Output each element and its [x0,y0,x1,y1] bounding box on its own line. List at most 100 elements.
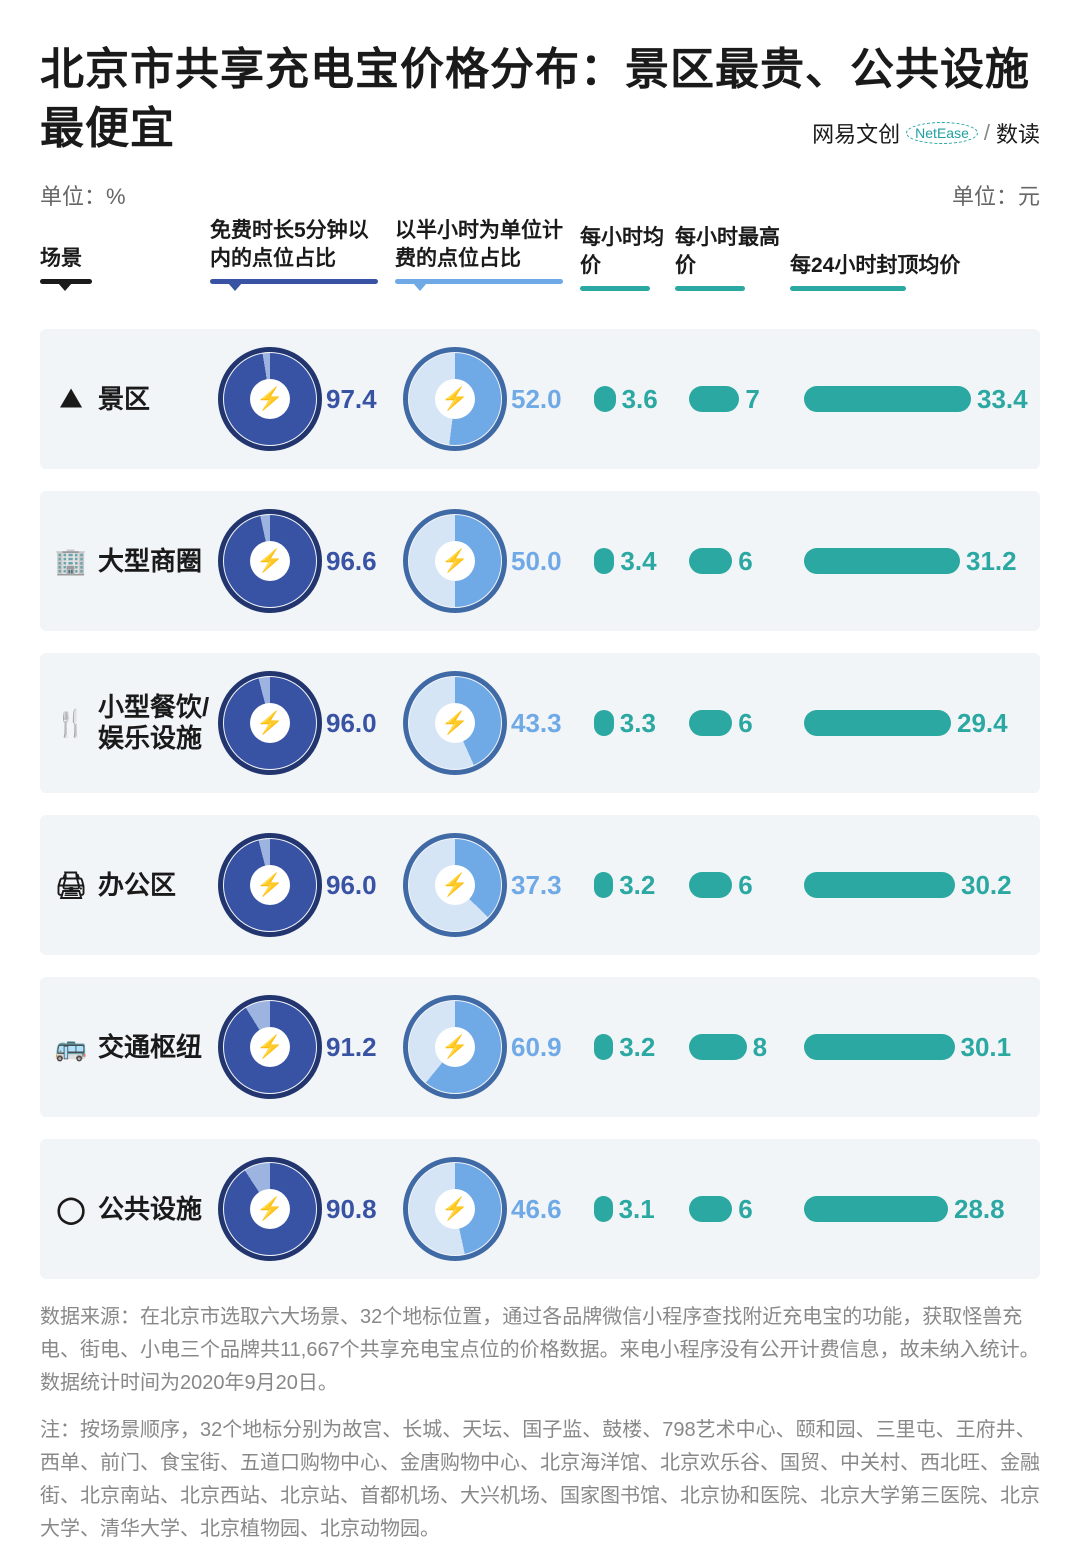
avg-value: 3.6 [622,384,658,415]
bar-track [594,872,613,898]
pie2-value: 52.0 [511,384,562,415]
pie-donut: ⚡ [409,839,501,931]
cap-cell: 30.1 [804,1032,1054,1063]
bar-track [804,1196,948,1222]
scene-icon: 🖨 [54,868,88,902]
scene-cell: 🏢 大型商圈 [54,544,224,578]
brand-row: 网易文创 NetEase / 数读 [40,117,1040,149]
pie-donut: ⚡ [409,1001,501,1093]
scene-icon: 🏢 [54,544,88,578]
scene-label: 公共设施 [98,1194,202,1225]
header-scene-label: 场景 [40,245,210,273]
brand-sep: / [984,120,990,146]
bar-track [594,710,614,736]
pie-donut: ⚡ [224,1001,316,1093]
max-value: 7 [745,384,759,415]
header-max: 每小时最高价 [675,224,790,300]
avg-value: 3.2 [619,870,655,901]
cap-value: 31.2 [966,546,1017,577]
header-cap-label: 每24小时封顶均价 [790,252,1040,280]
pie-donut: ⚡ [224,839,316,931]
pie2-cell: ⚡ 37.3 [409,839,594,931]
pie1-cell: ⚡ 96.0 [224,839,409,931]
bar-track [594,1034,613,1060]
header-cap: 每24小时封顶均价 [790,252,1040,299]
pie1-value: 96.6 [326,546,377,577]
pie2-cell: ⚡ 50.0 [409,515,594,607]
avg-cell: 3.2 [594,1032,689,1063]
bar-track [804,386,971,412]
header-avg-label: 每小时均 价 [580,224,675,281]
avg-value: 3.4 [620,546,656,577]
header-row: 场景 免费时长5分钟以内的点位占比 以半小时为单位计费的点位占比 每小时均 价 … [40,217,1040,300]
pie1-cell: ⚡ 91.2 [224,1001,409,1093]
footer-note: 注：按场景顺序，32个地标分别为故宫、长城、天坛、国子监、鼓楼、798艺术中心、… [40,1414,1040,1546]
max-value: 8 [753,1032,767,1063]
cap-cell: 28.8 [804,1194,1054,1225]
avg-cell: 3.1 [594,1194,689,1225]
cap-value: 33.4 [977,384,1028,415]
pie1-cell: ⚡ 96.6 [224,515,409,607]
pie-donut: ⚡ [409,677,501,769]
pie-donut: ⚡ [224,1163,316,1255]
bar-track [689,872,732,898]
pie1-cell: ⚡ 96.0 [224,677,409,769]
pie1-cell: ⚡ 90.8 [224,1163,409,1255]
unit-right: 单位：元 [952,179,1040,211]
header-max-label: 每小时最高价 [675,224,790,281]
bar-track [689,1034,747,1060]
scene-cell: 🖨 办公区 [54,868,224,902]
data-row: ⛰ 景区 ⚡ 97.4 ⚡ 52.0 3.6 7 [40,329,1040,469]
bar-track [804,872,955,898]
max-cell: 6 [689,546,804,577]
scene-cell: 🍴 小型餐饮/娱乐设施 [54,692,224,754]
pie-donut: ⚡ [409,515,501,607]
bar-track [804,1034,955,1060]
pie-donut: ⚡ [224,353,316,445]
bar-track [594,548,614,574]
rows-container: ⛰ 景区 ⚡ 97.4 ⚡ 52.0 3.6 7 [40,329,1040,1279]
max-value: 6 [738,870,752,901]
bar-track [594,1196,613,1222]
header-pie1-label: 免费时长5分钟以内的点位占比 [210,217,380,274]
max-cell: 6 [689,1194,804,1225]
avg-cell: 3.6 [594,384,689,415]
pie2-cell: ⚡ 46.6 [409,1163,594,1255]
scene-label: 交通枢纽 [98,1032,202,1063]
cap-cell: 33.4 [804,384,1054,415]
pie2-value: 50.0 [511,546,562,577]
max-cell: 8 [689,1032,804,1063]
pie1-cell: ⚡ 97.4 [224,353,409,445]
pie1-value: 97.4 [326,384,377,415]
scene-label: 办公区 [98,870,176,901]
scene-icon: 🚌 [54,1030,88,1064]
pie-donut: ⚡ [409,353,501,445]
avg-cell: 3.2 [594,870,689,901]
header-scene: 场景 [40,245,210,299]
max-value: 6 [738,546,752,577]
data-row: 🍴 小型餐饮/娱乐设施 ⚡ 96.0 ⚡ 43.3 3.3 6 [40,653,1040,793]
scene-cell: 🚌 交通枢纽 [54,1030,224,1064]
bar-track [689,1196,732,1222]
cap-value: 28.8 [954,1194,1005,1225]
max-cell: 6 [689,708,804,739]
avg-value: 3.2 [619,1032,655,1063]
cap-value: 30.2 [961,870,1012,901]
brand-badge: NetEase [906,122,978,144]
data-row: 🖨 办公区 ⚡ 96.0 ⚡ 37.3 3.2 6 [40,815,1040,955]
footer-source: 数据来源：在北京市选取六大场景、32个地标位置，通过各品牌微信小程序查找附近充电… [40,1301,1040,1400]
pie2-cell: ⚡ 60.9 [409,1001,594,1093]
scene-label: 景区 [98,384,150,415]
scene-icon: ◯ [54,1192,88,1226]
scene-icon: 🍴 [54,706,88,740]
max-value: 6 [738,1194,752,1225]
avg-value: 3.3 [620,708,656,739]
pie2-value: 60.9 [511,1032,562,1063]
brand-text-2: 数读 [996,117,1040,149]
pie2-value: 43.3 [511,708,562,739]
brand-text-1: 网易文创 [812,117,900,149]
bar-track [689,386,739,412]
pie2-cell: ⚡ 52.0 [409,353,594,445]
pie1-value: 90.8 [326,1194,377,1225]
bar-track [689,548,732,574]
